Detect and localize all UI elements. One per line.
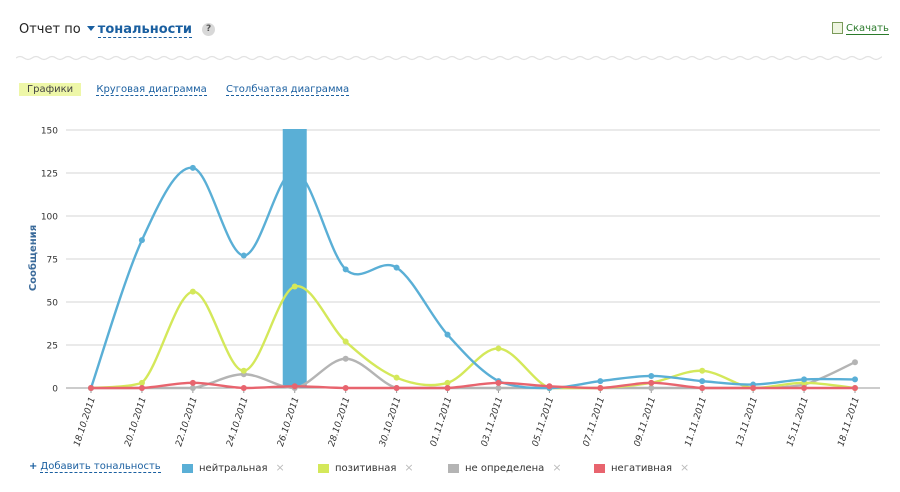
remove-icon[interactable]: × [404, 461, 414, 474]
series-line-4 [90, 381, 855, 390]
legend-item-neutral[interactable]: нейтральная × [182, 461, 285, 474]
report-title-prefix: Отчет по [19, 22, 81, 37]
data-point [852, 376, 858, 383]
download-icon [832, 22, 843, 34]
plus-icon: + [29, 461, 38, 472]
data-point [342, 355, 349, 362]
data-point [138, 385, 145, 391]
data-point [597, 385, 604, 391]
data-point [648, 379, 655, 386]
data-point [699, 378, 706, 385]
x-tick-label: 13.11.2011 [735, 396, 760, 448]
data-point [444, 379, 451, 386]
add-tonality-link[interactable]: + Добавить тональность [29, 461, 161, 473]
view-tabs: Графики Круговая диаграмма Столбчатая ди… [19, 83, 361, 96]
data-point [699, 367, 706, 374]
data-point [291, 283, 298, 290]
data-point [495, 379, 502, 386]
remove-icon[interactable]: × [679, 461, 690, 474]
data-point [189, 288, 196, 295]
data-point [189, 385, 196, 391]
x-tick-label: 18.10.2011 [72, 396, 97, 448]
data-point [495, 345, 502, 352]
data-point [648, 372, 655, 379]
x-tick-label: 09.11.2011 [633, 396, 658, 448]
data-point [444, 385, 451, 391]
data-point [597, 378, 604, 385]
data-point [342, 338, 349, 345]
x-tick-label: 03.11.2011 [480, 396, 505, 448]
x-tick-label: 18.11.2011 [836, 396, 861, 448]
x-tick-label: 24.10.2011 [225, 396, 250, 448]
report-header: Отчет по тональности ? [19, 22, 216, 38]
x-tick-label: 07.11.2011 [582, 396, 607, 448]
data-point [342, 266, 349, 273]
data-point [88, 385, 94, 391]
download-link[interactable]: Скачать [832, 22, 889, 35]
data-point [189, 379, 196, 386]
tonality-dropdown[interactable]: тональности [97, 22, 193, 38]
y-tick-label: 0 [52, 385, 58, 395]
series-line-2 [90, 285, 856, 390]
remove-icon[interactable]: × [552, 461, 562, 474]
data-point [138, 379, 145, 386]
x-tick-label: 28.10.2011 [327, 396, 352, 448]
data-point [852, 385, 858, 391]
data-point [240, 385, 247, 391]
x-tick-label: 11.11.2011 [684, 396, 709, 448]
legend-swatch [594, 463, 605, 473]
data-point [801, 385, 808, 391]
y-tick-label: 50 [47, 299, 59, 309]
tab-charts[interactable]: Графики [19, 83, 82, 96]
data-point [240, 367, 247, 374]
data-point [291, 168, 298, 175]
y-tick-label: 25 [47, 342, 58, 352]
y-tick-label: 100 [41, 213, 58, 223]
data-point [546, 383, 553, 390]
header-divider [16, 55, 882, 61]
x-tick-label: 15.11.2011 [785, 396, 810, 448]
data-point [750, 385, 757, 391]
chevron-down-icon[interactable] [86, 26, 95, 31]
y-tick-label: 150 [41, 127, 58, 137]
y-tick-label: 125 [41, 170, 58, 180]
x-tick-label: 30.10.2011 [378, 396, 403, 448]
data-point [138, 237, 145, 244]
data-point [393, 374, 400, 381]
x-tick-label: 20.10.2011 [123, 396, 148, 448]
data-point [444, 331, 451, 338]
y-tick-label: 75 [47, 256, 58, 266]
legend-item-undefined[interactable]: не определена × [448, 461, 562, 474]
x-tick-label: 22.10.2011 [174, 396, 199, 448]
data-point [393, 385, 400, 391]
help-icon[interactable]: ? [202, 23, 216, 36]
tab-bar-chart[interactable]: Столбчатая диаграмма [226, 84, 350, 96]
legend-swatch [318, 463, 329, 473]
highlight-column [282, 129, 307, 388]
legend-item-negative[interactable]: негативная × [594, 461, 689, 474]
tab-pie-chart[interactable]: Круговая диаграмма [96, 84, 207, 96]
legend-swatch [182, 463, 193, 473]
data-point [699, 385, 706, 391]
data-point [189, 164, 196, 171]
data-point [648, 385, 655, 391]
x-tick-label: 01.11.2011 [429, 396, 454, 448]
data-point [240, 252, 247, 259]
y-axis-label: Сообщения [27, 225, 39, 291]
legend-swatch [448, 463, 459, 473]
sentiment-line-chart: Сообщения 0 25 50 75 100 125 150 18.10.2011 20.1… [27, 127, 880, 448]
data-point [393, 264, 400, 271]
data-point [852, 359, 858, 366]
data-point [495, 385, 502, 391]
x-tick-label: 26.10.2011 [276, 396, 301, 448]
series-line-1 [89, 166, 856, 390]
data-point [291, 383, 298, 390]
remove-icon[interactable]: × [275, 461, 285, 474]
legend-item-positive[interactable]: позитивная × [318, 461, 414, 474]
x-tick-label: 05.11.2011 [531, 396, 556, 448]
data-point [342, 385, 349, 391]
data-point [801, 376, 808, 383]
